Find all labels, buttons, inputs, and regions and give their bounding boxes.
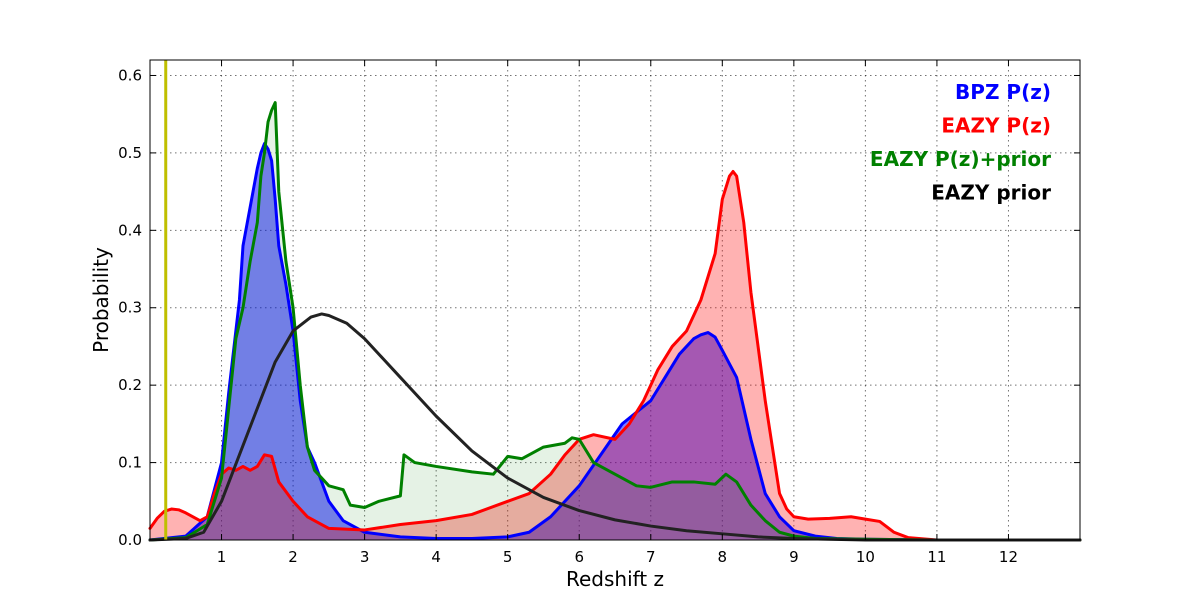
x-tick-label: 2 <box>288 548 298 566</box>
x-tick-label: 5 <box>503 548 513 566</box>
bpz-p-z-fill <box>150 143 1080 541</box>
eazy-p-z-prior-fill <box>150 102 1080 540</box>
y-tick-label: 0.0 <box>118 531 142 549</box>
series-lines <box>148 101 1082 542</box>
x-tick-label: 4 <box>431 548 441 566</box>
y-tick-label: 0.2 <box>118 376 142 394</box>
y-axis-label: Probability <box>89 247 113 353</box>
x-tick-label: 12 <box>999 548 1018 566</box>
y-tick-label: 0.3 <box>118 299 142 317</box>
legend: BPZ P(z) EAZY P(z) EAZY P(z)+prior EAZY pri… <box>870 80 1051 205</box>
legend-entry-eazy-prior: EAZY prior <box>931 181 1051 205</box>
x-axis-label: Redshift z <box>566 567 664 591</box>
grid <box>150 60 1080 540</box>
x-tick-label: 11 <box>927 548 946 566</box>
x-tick-label: 8 <box>718 548 728 566</box>
series-fills <box>150 102 1080 541</box>
bpz-p-z-line <box>148 142 1082 542</box>
axis-ticks: 1 2 3 4 5 6 7 8 9 10 11 120.00.10.20.30.40.50.6 <box>118 60 1080 566</box>
eazy-p-z-prior-line <box>148 101 1082 542</box>
x-tick-label: 3 <box>360 548 370 566</box>
legend-entry-bpz-p-z: BPZ P(z) <box>955 80 1051 104</box>
x-tick-label: 9 <box>789 548 799 566</box>
eazy-prior-line <box>148 312 1082 542</box>
y-tick-label: 0.5 <box>118 144 142 162</box>
plot-frame <box>149 59 1081 541</box>
y-tick-label: 0.4 <box>118 221 142 239</box>
y-tick-label: 0.6 <box>118 66 142 84</box>
x-tick-label: 1 <box>217 548 227 566</box>
eazy-p-z-fill <box>150 171 1080 541</box>
legend-entry-eazy-p-z-prior: EAZY P(z)+prior <box>870 147 1051 171</box>
legend-entry-eazy-p-z: EAZY P(z) <box>941 114 1051 138</box>
y-tick-label: 0.1 <box>118 454 142 472</box>
x-tick-label: 7 <box>646 548 656 566</box>
x-tick-label: 6 <box>574 548 584 566</box>
x-tick-label: 10 <box>856 548 875 566</box>
